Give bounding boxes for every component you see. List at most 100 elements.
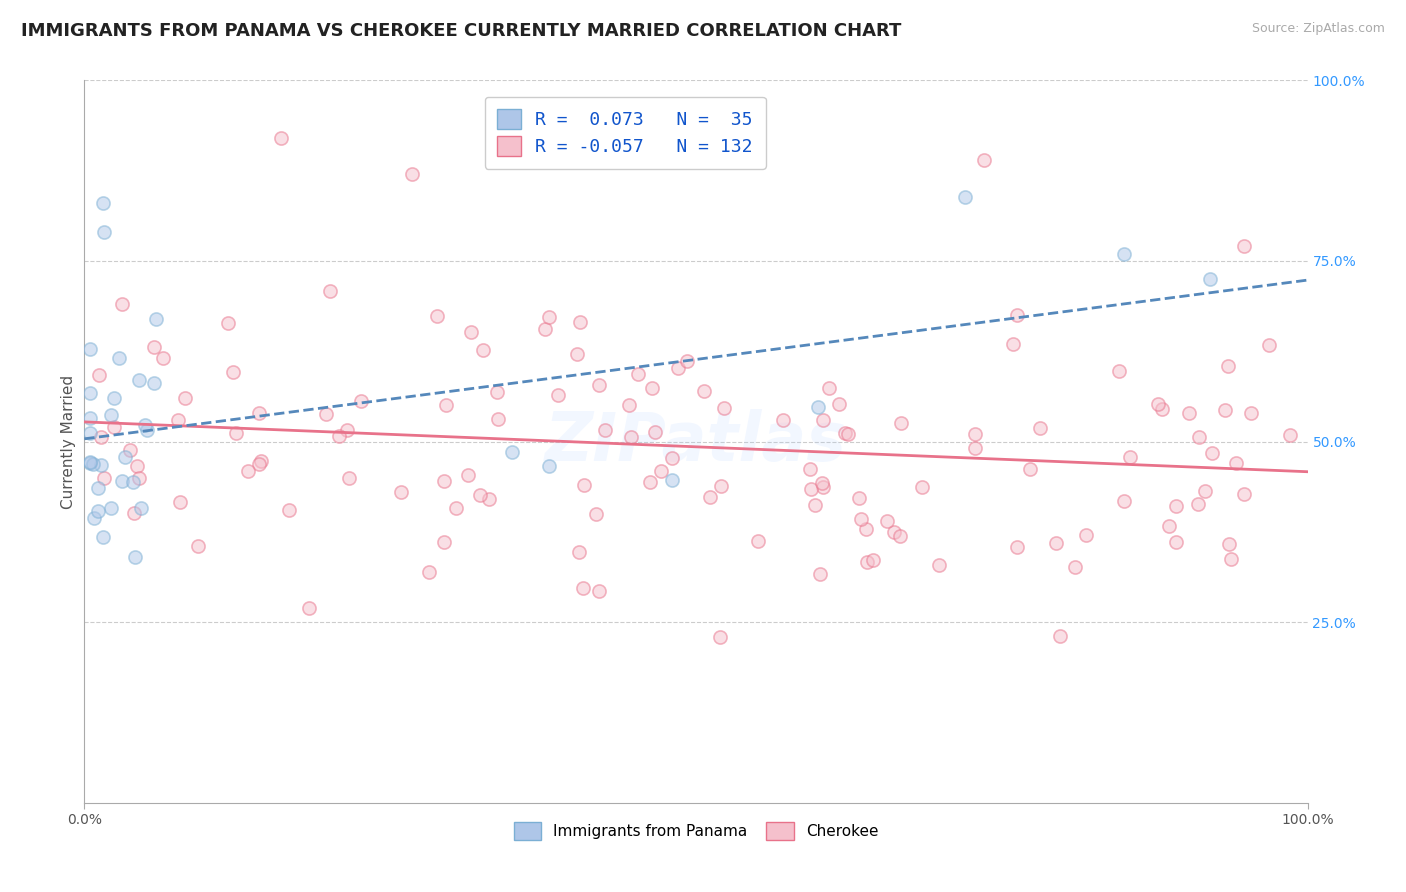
Point [460, 325, 482, 339]
Point [136, 423, 159, 437]
Point [118, 443, 141, 458]
Point [856, 555, 879, 569]
Point [1188, 430, 1211, 444]
Point [1278, 428, 1301, 442]
Point [486, 412, 509, 426]
Point [1150, 401, 1173, 416]
Point [808, 567, 831, 582]
Point [1233, 239, 1256, 253]
Point [565, 347, 588, 361]
Point [811, 412, 834, 426]
Point [973, 153, 995, 167]
Point [1220, 551, 1243, 566]
Point [849, 512, 872, 526]
Point [772, 413, 794, 427]
Point [337, 471, 360, 485]
Point [128, 373, 150, 387]
Point [247, 457, 270, 471]
Point [110, 296, 132, 310]
Point [828, 397, 851, 411]
Point [661, 451, 683, 466]
Point [1045, 536, 1067, 550]
Point [617, 398, 640, 412]
Point [79, 410, 101, 425]
Point [693, 384, 716, 399]
Point [143, 376, 166, 390]
Text: IMMIGRANTS FROM PANAMA VS CHEROKEE CURRENTLY MARRIED CORRELATION CHART: IMMIGRANTS FROM PANAMA VS CHEROKEE CURRE… [21, 22, 901, 40]
Point [889, 528, 911, 542]
Point [1005, 308, 1028, 322]
Point [1119, 450, 1142, 464]
Point [807, 400, 830, 414]
Point [87, 481, 110, 495]
Point [1018, 462, 1040, 476]
Point [457, 467, 479, 482]
Point [638, 475, 661, 490]
Point [963, 441, 986, 455]
Point [145, 312, 167, 326]
Point [108, 351, 131, 365]
Point [485, 384, 508, 399]
Point [588, 584, 610, 599]
Point [426, 310, 449, 324]
Point [883, 525, 905, 540]
Point [834, 425, 856, 440]
Point [1108, 363, 1130, 377]
Point [626, 368, 648, 382]
Point [800, 482, 823, 496]
Point [111, 474, 134, 488]
Point [1178, 406, 1201, 420]
Point [890, 416, 912, 430]
Point [124, 550, 146, 565]
Point [1049, 629, 1071, 643]
Point [90, 458, 112, 472]
Point [401, 167, 423, 181]
Point [1218, 537, 1240, 551]
Point [710, 479, 733, 493]
Point [418, 565, 440, 579]
Point [650, 465, 672, 479]
Point [250, 454, 273, 468]
Point [1194, 484, 1216, 499]
Point [1258, 338, 1281, 352]
Point [100, 409, 122, 423]
Point [1029, 421, 1052, 435]
Point [79, 385, 101, 400]
Y-axis label: Currently Married: Currently Married [60, 375, 76, 508]
Point [855, 522, 877, 536]
Point [79, 456, 101, 470]
Point [1239, 406, 1261, 420]
Point [1007, 540, 1029, 554]
Point [82, 457, 104, 471]
Point [953, 190, 976, 204]
Point [468, 488, 491, 502]
Point [862, 553, 884, 567]
Point [315, 407, 337, 421]
Point [128, 471, 150, 485]
Point [103, 391, 125, 405]
Point [747, 533, 769, 548]
Point [1114, 246, 1136, 260]
Point [502, 445, 524, 459]
Point [538, 459, 561, 474]
Point [93, 470, 115, 484]
Point [572, 478, 595, 492]
Point [114, 450, 136, 465]
Point [298, 601, 321, 615]
Point [848, 491, 870, 505]
Point [641, 381, 664, 395]
Point [122, 506, 145, 520]
Point [335, 423, 357, 437]
Point [699, 491, 721, 505]
Point [278, 502, 301, 516]
Point [588, 378, 610, 392]
Point [319, 284, 342, 298]
Point [817, 381, 839, 395]
Point [1159, 519, 1181, 533]
Point [676, 354, 699, 368]
Point [350, 394, 373, 409]
Point [620, 430, 643, 444]
Point [389, 485, 412, 500]
Point [1225, 456, 1247, 470]
Point [1146, 397, 1168, 411]
